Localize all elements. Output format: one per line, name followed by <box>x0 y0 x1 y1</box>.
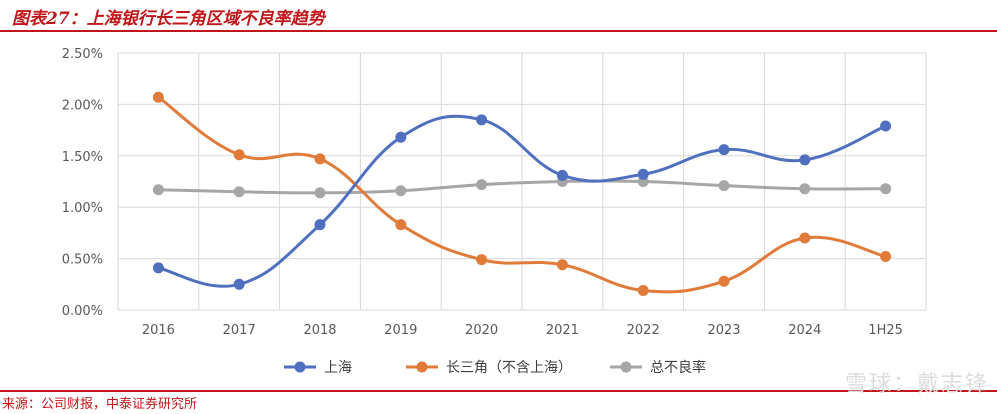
source-note: 来源：公司财报，中泰证券研究所 <box>2 397 198 412</box>
series-line <box>157 95 886 294</box>
series-line <box>158 179 886 195</box>
data-point <box>476 254 488 266</box>
legend-label: 总不良率 <box>650 359 706 376</box>
y-tick-label: 1.50% <box>62 150 103 165</box>
data-point <box>476 114 488 126</box>
data-point <box>233 149 245 161</box>
title-rule <box>0 30 997 32</box>
x-tick-label: 1H25 <box>868 323 903 338</box>
data-point <box>314 187 326 199</box>
series-line <box>158 114 887 288</box>
data-point <box>718 180 730 192</box>
legend-marker <box>620 361 632 373</box>
x-tick-label: 2018 <box>303 323 336 338</box>
data-point <box>233 186 245 198</box>
legend-marker <box>294 361 306 373</box>
legend-label: 上海 <box>324 360 352 376</box>
chart-title: 图表27：上海银行长三角区域不良率趋势 <box>12 9 325 29</box>
data-point <box>314 153 326 165</box>
x-tick-label: 2023 <box>707 323 740 338</box>
data-point <box>880 183 892 195</box>
x-tick-label: 2020 <box>465 323 498 338</box>
y-tick-label: 1.00% <box>62 201 103 216</box>
x-tick-label: 2021 <box>546 323 579 338</box>
data-point <box>395 185 407 197</box>
x-tick-label: 2024 <box>788 323 821 338</box>
data-point <box>637 284 649 296</box>
data-point <box>880 120 892 132</box>
data-point <box>637 168 649 180</box>
data-point <box>556 169 568 181</box>
line-chart: 0.00% 0.50% 1.00% 1.50% 2.00% 2.50% 2016 2017 2… <box>62 47 927 376</box>
y-tick-label: 2.00% <box>62 98 103 113</box>
data-point <box>799 154 811 166</box>
data-point <box>152 262 164 274</box>
y-tick-label: 0.50% <box>62 253 103 268</box>
source-rule <box>0 390 997 392</box>
legend-label: 长三角（不含上海） <box>446 360 572 376</box>
data-point <box>718 275 730 287</box>
data-point <box>314 219 326 231</box>
data-point <box>799 232 811 244</box>
x-tick-label: 2022 <box>627 323 660 338</box>
data-point <box>880 251 892 263</box>
data-point <box>395 131 407 143</box>
x-tick-label: 2017 <box>223 323 256 338</box>
data-point <box>799 183 811 195</box>
y-tick-label: 0.00% <box>62 304 103 319</box>
data-point <box>395 219 407 231</box>
data-point <box>476 179 488 191</box>
x-tick-label: 2016 <box>142 323 175 338</box>
data-point <box>152 91 164 103</box>
watermark: 雪球：戴志锋 <box>844 372 989 397</box>
x-tick-label: 2019 <box>384 323 417 338</box>
y-tick-label: 2.50% <box>62 47 103 62</box>
data-point <box>152 184 164 196</box>
legend-marker <box>416 361 428 373</box>
data-point <box>718 144 730 156</box>
data-point <box>233 278 245 290</box>
data-point <box>556 259 568 271</box>
